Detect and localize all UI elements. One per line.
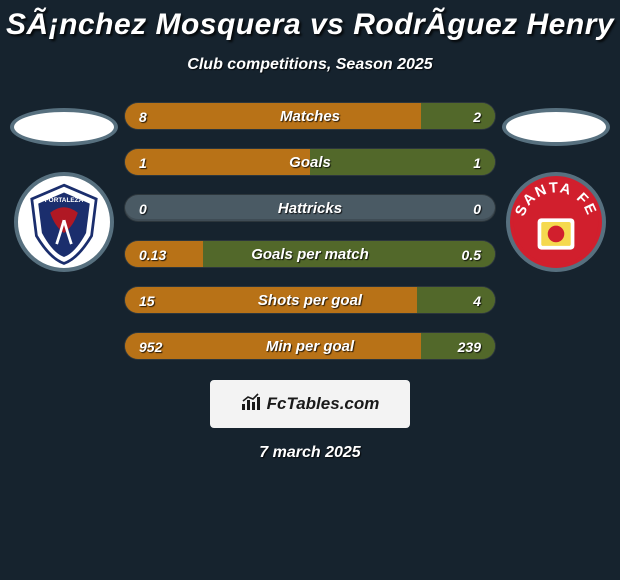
- stat-label: Hattricks: [125, 195, 495, 222]
- date-text: 7 march 2025: [0, 444, 620, 462]
- stat-bar: 154Shots per goal: [124, 286, 496, 314]
- stat-bar: 0.130.5Goals per match: [124, 240, 496, 268]
- subtitle: Club competitions, Season 2025: [0, 56, 620, 74]
- main-row: FORTALEZA 82Matches 11Goals 00Hattricks 0.1…: [0, 102, 620, 360]
- left-flag-icon: [10, 108, 118, 146]
- stat-label: Shots per goal: [125, 287, 495, 314]
- watermark-badge: FcTables.com: [210, 380, 410, 428]
- stat-bar: 11Goals: [124, 148, 496, 176]
- right-crest-svg: SANTA FE: [510, 176, 602, 268]
- comparison-card: SÃ¡nchez Mosquera vs RodrÃ­guez Henry Cl…: [0, 0, 620, 462]
- stat-label: Goals per match: [125, 241, 495, 268]
- stat-bar: 82Matches: [124, 102, 496, 130]
- svg-text:FORTALEZA: FORTALEZA: [45, 197, 84, 204]
- stat-bar: 952239Min per goal: [124, 332, 496, 360]
- stat-label: Matches: [125, 103, 495, 130]
- right-player-col: SANTA FE: [496, 102, 616, 272]
- right-club-crest: SANTA FE: [506, 172, 606, 272]
- right-flag-icon: [502, 108, 610, 146]
- left-crest-svg: FORTALEZA: [18, 176, 110, 268]
- left-club-crest: FORTALEZA: [14, 172, 114, 272]
- page-title: SÃ¡nchez Mosquera vs RodrÃ­guez Henry: [0, 8, 620, 42]
- stat-bars: 82Matches 11Goals 00Hattricks 0.130.5Goals …: [124, 102, 496, 360]
- left-player-col: FORTALEZA: [4, 102, 124, 272]
- stat-bar: 00Hattricks: [124, 194, 496, 222]
- chart-icon: [241, 393, 263, 416]
- stat-label: Goals: [125, 149, 495, 176]
- stat-label: Min per goal: [125, 333, 495, 360]
- watermark-text: FcTables.com: [267, 394, 380, 414]
